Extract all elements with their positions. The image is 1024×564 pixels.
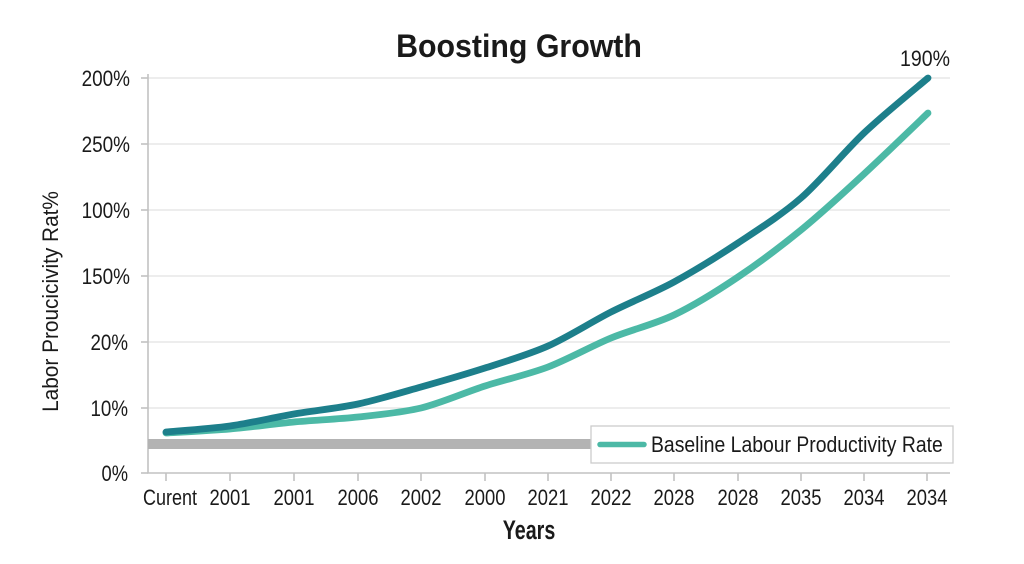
svg-text:2022: 2022 [591, 487, 632, 511]
svg-text:2001: 2001 [274, 487, 315, 511]
svg-text:2035: 2035 [781, 487, 822, 511]
svg-text:2006: 2006 [338, 487, 379, 511]
svg-text:2034: 2034 [907, 487, 948, 511]
svg-text:2034: 2034 [844, 487, 885, 511]
svg-text:200%: 200% [82, 67, 130, 92]
svg-text:2001: 2001 [210, 487, 251, 511]
svg-text:2000: 2000 [465, 487, 506, 511]
svg-text:Curent: Curent [143, 486, 197, 510]
svg-text:0%: 0% [102, 463, 128, 487]
svg-text:Labor Proucicivity Rat%: Labor Proucicivity Rat% [38, 191, 63, 412]
svg-text:20%: 20% [91, 332, 128, 356]
svg-text:250%: 250% [82, 133, 130, 158]
svg-text:2028: 2028 [654, 487, 695, 511]
svg-text:2002: 2002 [401, 487, 442, 511]
svg-text:2028: 2028 [718, 487, 759, 511]
svg-text:150%: 150% [82, 265, 130, 290]
svg-text:100%: 100% [82, 199, 130, 224]
svg-text:Years: Years [503, 516, 556, 546]
svg-text:Baseline Labour Productivity R: Baseline Labour Productivity Rate [651, 433, 943, 457]
svg-text:Boosting Growth: Boosting Growth [396, 28, 642, 64]
svg-text:190%: 190% [900, 47, 950, 71]
svg-text:2021: 2021 [528, 487, 569, 511]
svg-text:10%: 10% [91, 398, 128, 422]
